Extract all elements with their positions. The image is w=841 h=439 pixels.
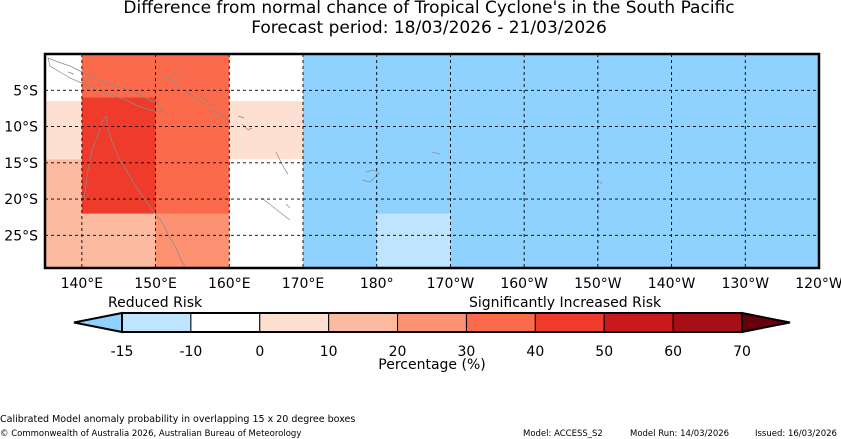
x-tick-label: 160°W bbox=[500, 276, 548, 292]
x-tick-label: 140°W bbox=[648, 276, 696, 292]
colorbar-tick-label: 40 bbox=[526, 344, 544, 360]
map-cells bbox=[45, 54, 819, 268]
colorbar-segment bbox=[190, 312, 261, 333]
y-tick-label: 20°S bbox=[4, 192, 38, 208]
colorbar-tick-label: 50 bbox=[595, 344, 613, 360]
colorbar-tick-label: 70 bbox=[733, 344, 751, 360]
forecast-period: Forecast period: 18/03/2026 - 21/03/2026 bbox=[251, 18, 607, 38]
x-axis-ticks: 140°E 150°E 160°E 170°E 180° 170°W 160°W 150°W 1… bbox=[61, 276, 841, 292]
x-tick-label: 160°E bbox=[208, 276, 251, 292]
colorbar-segment bbox=[328, 312, 399, 333]
anomaly-cell-3 bbox=[81, 97, 156, 214]
colorbar: -15 -10 0 10 20 30 40 50 60 70 bbox=[73, 311, 791, 360]
colorbar-tick-label: -10 bbox=[179, 344, 202, 360]
colorbar-segment bbox=[672, 312, 743, 333]
copyright: © Commonwealth of Australia 2026, Austra… bbox=[0, 429, 302, 439]
anomaly-cell-6 bbox=[229, 101, 303, 160]
colorbar-segment bbox=[397, 312, 467, 333]
coastline-new-caledonia bbox=[261, 197, 291, 221]
anomaly-cell-4 bbox=[155, 97, 230, 214]
colorbar-segment bbox=[259, 312, 330, 333]
x-tick-label: 170°W bbox=[427, 276, 475, 292]
coastline-small-islands bbox=[67, 71, 603, 209]
colorbar-extend-high bbox=[741, 311, 791, 334]
colorbar-tick-label: 10 bbox=[320, 344, 338, 360]
y-tick-label: 5°S bbox=[13, 83, 38, 99]
colorbar-tick-label: 30 bbox=[458, 344, 476, 360]
x-tick-label: 170°E bbox=[282, 276, 325, 292]
coastline-solomon-islands bbox=[185, 91, 231, 121]
colorbar-tick-label: 60 bbox=[664, 344, 682, 360]
map-frame bbox=[43, 52, 821, 270]
colorbar-frame bbox=[121, 312, 743, 333]
anomaly-cell-5 bbox=[155, 213, 230, 268]
model-name: Model: ACCESS_S2 bbox=[523, 429, 603, 439]
coastline-new-guinea bbox=[47, 57, 164, 113]
x-tick-label: 150°E bbox=[134, 276, 177, 292]
coastline-fiji bbox=[361, 169, 381, 183]
y-tick-label: 25°S bbox=[4, 228, 38, 244]
caption: Calibrated Model anomaly probability in … bbox=[0, 414, 356, 425]
x-tick-label: 120°W bbox=[795, 276, 841, 292]
reduced-risk-label: Reduced Risk bbox=[108, 295, 203, 311]
y-axis-ticks: 5°S 10°S 15°S 20°S 25°S bbox=[4, 83, 38, 244]
colorbar-segment bbox=[121, 312, 192, 333]
x-tick-label: 140°E bbox=[61, 276, 104, 292]
gridlines bbox=[45, 54, 819, 268]
issued-date: Issued: 16/03/2026 bbox=[755, 429, 837, 439]
colorbar-tick-label: 20 bbox=[389, 344, 407, 360]
coastline-vanuatu bbox=[275, 151, 289, 175]
colorbar-segment bbox=[603, 312, 674, 333]
x-tick-label: 150°W bbox=[574, 276, 622, 292]
anomaly-cell-8 bbox=[376, 213, 451, 268]
coastline-new-britain bbox=[161, 71, 185, 89]
colorbar-tick-label: 0 bbox=[255, 344, 264, 360]
colorbar-segment bbox=[465, 312, 536, 333]
increased-risk-label: Significantly Increased Risk bbox=[469, 295, 662, 311]
x-tick-label: 130°W bbox=[721, 276, 769, 292]
colorbar-tick-label: -15 bbox=[111, 344, 134, 360]
x-tick-label: 180° bbox=[360, 276, 394, 292]
y-tick-label: 10°S bbox=[4, 120, 38, 136]
model-run: Model Run: 14/03/2026 bbox=[630, 429, 730, 439]
colorbar-extend-low bbox=[73, 311, 123, 334]
colorbar-segment bbox=[534, 312, 605, 333]
colorbar-title: Percentage (%) bbox=[378, 357, 486, 373]
y-tick-label: 15°S bbox=[4, 156, 38, 172]
chart-title: Difference from normal chance of Tropica… bbox=[123, 0, 735, 18]
